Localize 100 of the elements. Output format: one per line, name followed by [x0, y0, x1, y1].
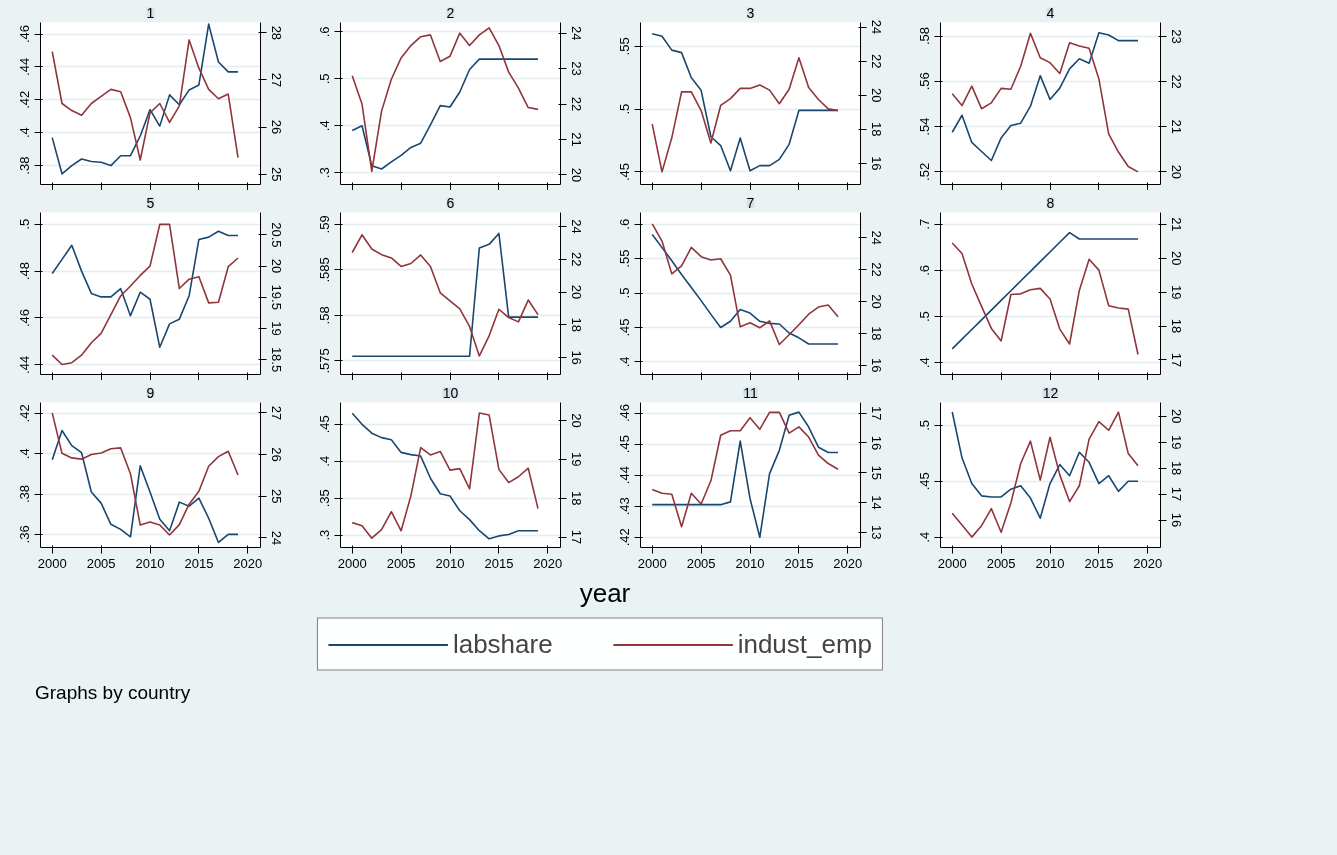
y-tick-label: .5	[17, 218, 33, 230]
x-tick-label: 2000	[637, 555, 667, 571]
chart-title: 6	[446, 194, 455, 211]
y2-tick-label: 17	[1168, 486, 1184, 502]
y2-tick-label: 24	[868, 230, 884, 245]
y-tick-label: .44	[17, 57, 33, 76]
y-tick-label: .42	[17, 404, 33, 423]
x-tick-label: 2010	[1035, 555, 1065, 571]
y2-tick-label: 20	[1168, 409, 1184, 424]
y2-tick-label: 18	[868, 122, 884, 137]
y-tick-label: .3	[317, 529, 333, 541]
y-tick-label: .5	[317, 73, 333, 85]
y2-tick-label: 20	[868, 88, 884, 103]
y2-tick-label: 22	[568, 252, 584, 267]
y-tick-label: .45	[917, 472, 933, 491]
y2-tick-label: 16	[868, 156, 884, 171]
y-tick-label: .5	[917, 311, 933, 322]
y-tick-label: .48	[17, 262, 33, 281]
x-tick-label: 2010	[735, 555, 765, 571]
chart-title: 11	[743, 384, 758, 401]
y2-tick-label: 22	[1168, 74, 1184, 89]
y-tick-label: .6	[317, 26, 333, 38]
y2-tick-label: 20	[568, 167, 584, 183]
x-tick-label: 2010	[435, 555, 465, 571]
y2-tick-label: 22	[868, 53, 884, 69]
y2-tick-label: 18	[868, 326, 884, 341]
y2-tick-label: 17	[868, 405, 884, 421]
y-tick-label: .45	[617, 162, 633, 181]
y2-tick-label: 27	[268, 72, 284, 88]
y2-tick-label: 27	[268, 405, 284, 421]
y-tick-label: .6	[617, 218, 633, 230]
y2-tick-label: 25	[268, 166, 284, 182]
y2-tick-label: 16	[1168, 512, 1184, 528]
y2-tick-label: 26	[268, 119, 284, 135]
x-tick-label: 2020	[1133, 555, 1163, 571]
y-tick-label: .4	[317, 455, 333, 467]
y-tick-label: .5	[917, 420, 933, 431]
y-tick-label: .38	[17, 156, 33, 175]
y-tick-label: .45	[617, 318, 633, 337]
x-axis-title: year	[579, 577, 631, 610]
y-tick-label: .38	[17, 485, 33, 504]
y-tick-label: .58	[917, 27, 933, 46]
y-tick-label: .52	[917, 162, 933, 181]
y2-tick-label: 20	[1168, 164, 1184, 180]
x-tick-label: 2005	[86, 555, 116, 571]
x-tick-label: 2005	[686, 555, 716, 571]
y-tick-label: .59	[317, 215, 333, 234]
y-tick-label: .36	[17, 525, 33, 544]
y2-tick-label: 19.5	[268, 284, 284, 310]
y-tick-label: .45	[617, 435, 633, 454]
y-tick-label: .4	[617, 356, 633, 368]
y2-tick-label: 20	[568, 413, 584, 428]
x-tick-label: 2020	[533, 555, 563, 571]
y2-tick-label: 18	[1168, 460, 1184, 476]
y-tick-label: .43	[617, 497, 633, 516]
x-tick-label: 2020	[833, 555, 863, 571]
chart-title: 5	[146, 194, 155, 211]
y-tick-label: .4	[917, 531, 933, 543]
y2-tick-label: 22	[868, 262, 884, 277]
y2-tick-label: 23	[568, 61, 584, 76]
y2-tick-label: 20	[268, 258, 284, 274]
y-tick-label: .35	[317, 489, 333, 508]
x-tick-label: 2015	[1084, 555, 1114, 571]
y-tick-label: .46	[617, 404, 633, 423]
y2-tick-label: 18	[568, 490, 584, 506]
chart-title: 12	[1042, 384, 1059, 401]
y2-tick-label: 28	[268, 25, 284, 41]
y2-tick-label: 18	[568, 317, 584, 333]
y-tick-label: .4	[17, 127, 33, 139]
y-tick-label: .46	[17, 308, 33, 328]
y-tick-label: .56	[917, 72, 933, 91]
y-tick-label: .5	[617, 287, 633, 299]
y-tick-label: .4	[917, 357, 933, 369]
chart-title: 2	[446, 4, 455, 21]
y2-tick-label: 24	[568, 219, 584, 234]
y2-tick-label: 13	[868, 525, 884, 540]
y2-tick-label: 16	[568, 350, 584, 365]
y2-tick-label: 21	[1168, 119, 1184, 134]
x-tick-label: 2005	[386, 555, 416, 571]
x-tick-label: 2000	[937, 555, 967, 571]
y2-tick-label: 24	[868, 19, 884, 35]
y-tick-label: .4	[317, 120, 333, 132]
chart-title: 4	[1046, 4, 1055, 21]
y2-tick-label: 21	[568, 132, 584, 147]
y2-tick-label: 20.5	[268, 222, 284, 248]
y-tick-label: .44	[17, 355, 33, 374]
legend-label: indust_emp	[737, 628, 873, 660]
y2-tick-label: 17	[568, 529, 584, 545]
y2-tick-label: 20	[1168, 251, 1184, 266]
y-tick-label: .585	[317, 257, 333, 283]
x-tick-label: 2020	[233, 555, 263, 571]
y2-tick-label: 25	[268, 489, 284, 504]
chart-title: 1	[146, 4, 155, 21]
x-tick-label: 2010	[135, 555, 165, 571]
chart-title: 7	[746, 194, 755, 211]
chart-title: 8	[1046, 194, 1055, 211]
x-tick-label: 2000	[337, 555, 367, 571]
x-tick-label: 2015	[484, 555, 514, 571]
y2-tick-label: 18.5	[268, 346, 284, 373]
x-tick-label: 2000	[37, 555, 67, 571]
